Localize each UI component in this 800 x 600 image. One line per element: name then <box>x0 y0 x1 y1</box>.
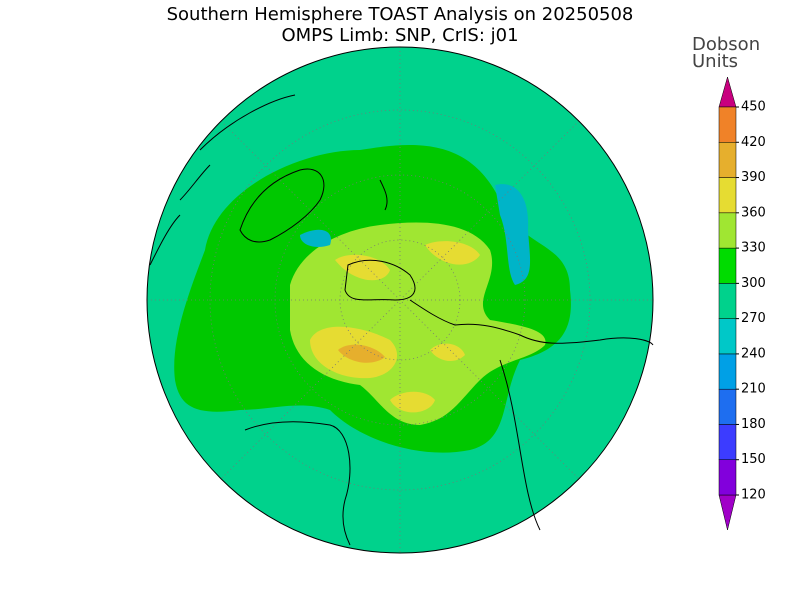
colorbar-band <box>718 459 737 496</box>
map <box>146 46 654 554</box>
colorbar-band <box>718 388 737 425</box>
coastline <box>239 168 388 243</box>
ozone-region <box>390 391 435 413</box>
colorbar-band <box>718 106 737 143</box>
ozone-region <box>338 344 385 363</box>
colorbar-band <box>718 353 737 390</box>
title-line: Southern Hemisphere TOAST Analysis on 20… <box>167 4 634 25</box>
colorbar-tick-label: 360 <box>741 205 766 220</box>
colorbar-band <box>718 283 737 319</box>
colorbar-tick-label: 240 <box>741 346 766 361</box>
colorbar-tick-label: 300 <box>741 276 766 291</box>
colorbar: 120 150 180 210 240 270 300 330 360 390 420 450 <box>718 76 766 531</box>
ozone-region <box>335 254 390 281</box>
colorbar-tick-label: 210 <box>741 382 766 397</box>
colorbar-band <box>718 142 737 178</box>
colorbar-band <box>718 212 737 249</box>
colorbar-band <box>718 424 737 460</box>
colorbar-label: Units <box>692 51 738 72</box>
colorbar-tick-label: 450 <box>741 100 766 115</box>
colorbar-tick-label: 150 <box>741 452 766 467</box>
ozone-region <box>430 343 465 362</box>
colorbar-extend <box>718 494 737 531</box>
colorbar-tick-label: 270 <box>741 311 766 326</box>
grid-circle <box>209 109 591 491</box>
ozone-region <box>300 229 331 247</box>
colorbar-tick-label: 120 <box>741 488 766 503</box>
title-line: OMPS Limb: SNP, CrIS: j01 <box>281 25 518 46</box>
colorbar-band <box>718 177 737 214</box>
colorbar-label: Dobson <box>692 34 760 55</box>
ozone-region <box>425 241 480 265</box>
colorbar-band <box>718 247 737 284</box>
coastline <box>244 359 541 546</box>
coastline <box>149 94 296 266</box>
colorbar-tick-label: 180 <box>741 417 766 432</box>
colorbar-tick-label: 390 <box>741 170 766 185</box>
coastline <box>344 259 654 346</box>
colorbar-tick-label: 420 <box>741 135 766 150</box>
ozone-region <box>495 184 531 285</box>
colorbar-tick-label: 330 <box>741 241 766 256</box>
map-border <box>146 46 654 554</box>
colorbar-extend <box>718 76 737 108</box>
colorbar-band <box>718 318 737 355</box>
